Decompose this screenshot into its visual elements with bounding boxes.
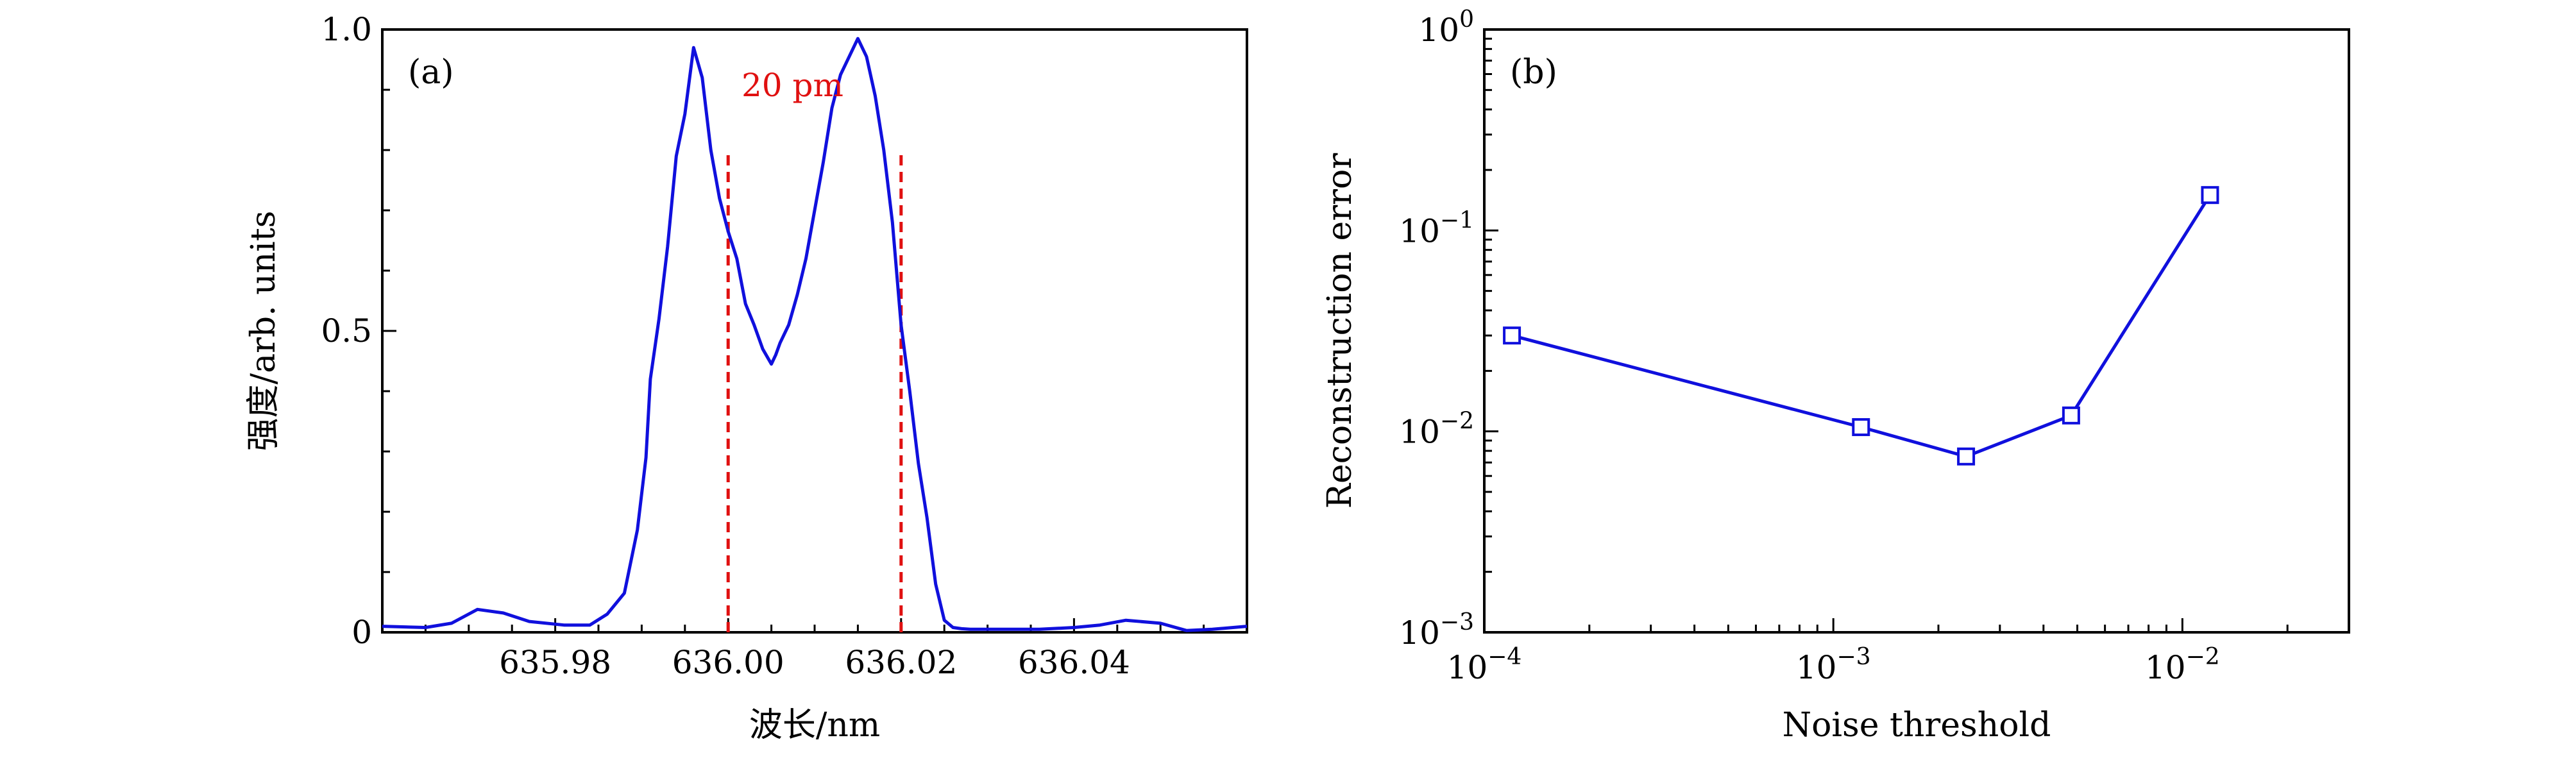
panel-a-xtick-label: 636.02 (845, 644, 957, 681)
panel-a-xtick-label: 636.04 (1018, 644, 1130, 681)
panel-b-data-point (2062, 406, 2080, 425)
panel-b-data-point (2201, 186, 2219, 205)
panel-a-plot-frame (381, 28, 1248, 634)
panel-a-spectrum-chart: 635.98 636.00 636.02 636.04 0 0.5 1.0 (a) 20 p… (244, 11, 1248, 745)
panel-a-series-line (382, 37, 1248, 632)
panel-b-label: (b) (1510, 53, 1557, 92)
panel-b-tick-label: 10−3 (1399, 609, 1474, 652)
panel-a-ticks: 635.98 636.00 636.02 636.04 0 0.5 1.0 (321, 11, 1248, 681)
panel-b-tick-label: 10−2 (1399, 408, 1474, 451)
panel-a-ytick-label: 0 (352, 614, 372, 651)
panel-b-tick-label: 100 (1418, 6, 1474, 49)
panel-a-ytick-label: 1.0 (321, 11, 372, 48)
panel-a-xtick-label: 635.98 (499, 644, 611, 681)
panel-b-data-point (1957, 447, 1976, 466)
panel-b-ylabel: Reconstruction error (1321, 153, 1359, 509)
panel-b-tick-label: 10−3 (1796, 644, 1871, 686)
panel-a-xlabel: 波长/nm (749, 706, 880, 745)
panel-b-xlabel: Noise threshold (1783, 706, 2051, 745)
panel-b-data-point (1852, 418, 1870, 437)
panel-b-tick-label: 10−1 (1399, 207, 1474, 249)
panel-b-tick-label: 10−2 (2145, 644, 2220, 686)
panel-a-ytick-label: 0.5 (321, 312, 372, 350)
panel-a-label: (a) (408, 53, 454, 92)
panel-a-annotation: 20 pm (741, 67, 843, 104)
panel-a-marker-lines (726, 150, 903, 632)
panel-b-plot-frame (1483, 28, 2350, 634)
panel-b-markers (1503, 186, 2219, 466)
panel-a-ylabel: 强度/arb. units (244, 211, 283, 451)
panel-b-tick-label: 10−4 (1447, 644, 1522, 686)
panel-b-series-line (1511, 194, 2212, 459)
panel-a-xtick-label: 636.00 (672, 644, 784, 681)
panel-b-data-point (1503, 326, 1521, 345)
